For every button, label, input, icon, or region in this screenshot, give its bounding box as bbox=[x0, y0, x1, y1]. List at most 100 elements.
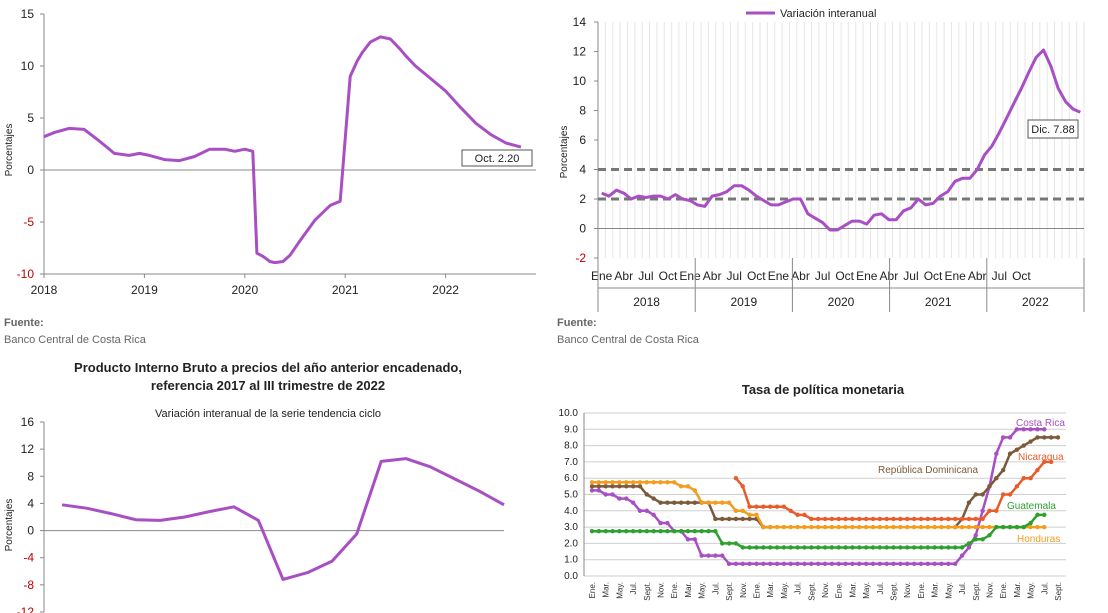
br-series-point bbox=[1035, 435, 1040, 440]
br-series-point bbox=[966, 500, 972, 505]
br-series-point bbox=[863, 516, 869, 522]
br-series-point bbox=[761, 545, 766, 550]
br-series-point bbox=[884, 545, 889, 550]
tr-month-label: Oct bbox=[747, 269, 766, 283]
br-series-point bbox=[658, 520, 663, 526]
br-x-tick-label: Mar. bbox=[684, 582, 693, 598]
br-y-tick-label: 9.0 bbox=[564, 424, 578, 435]
br-series-point bbox=[843, 524, 848, 530]
br-series-point bbox=[809, 516, 814, 522]
bl-y-tick-label: -8 bbox=[23, 578, 34, 592]
tl-y-axis-label: Porcentajes bbox=[4, 124, 15, 177]
br-series-point bbox=[966, 524, 972, 530]
br-series-point bbox=[589, 480, 595, 485]
tr-source-header: Fuente: bbox=[557, 317, 597, 329]
br-series-point bbox=[850, 545, 855, 550]
br-series-point bbox=[953, 524, 958, 530]
tr-month-label: Abr bbox=[880, 269, 899, 283]
br-series-point bbox=[726, 541, 732, 546]
br-series-point bbox=[761, 504, 766, 509]
br-series-point bbox=[720, 516, 725, 522]
br-series-point bbox=[925, 561, 930, 566]
br-series-point bbox=[911, 561, 917, 566]
br-series-point bbox=[1014, 484, 1020, 489]
br-series-point bbox=[617, 484, 622, 489]
br-series-point bbox=[630, 528, 636, 534]
br-series-point bbox=[713, 553, 718, 558]
br-x-tick-label: Sept. bbox=[972, 582, 981, 601]
br-x-tick-label: Sept. bbox=[643, 582, 652, 601]
tr-y-tick-label: 2 bbox=[579, 192, 586, 206]
br-series-point bbox=[1000, 492, 1006, 497]
tr-month-label: Oct bbox=[1012, 269, 1031, 283]
br-series-point bbox=[891, 561, 896, 566]
br-series-point bbox=[692, 528, 697, 534]
br-series-point bbox=[726, 516, 732, 522]
br-series-point bbox=[774, 561, 780, 566]
br-series-point bbox=[630, 480, 636, 485]
br-series-point bbox=[767, 504, 773, 509]
br-series-point bbox=[747, 516, 752, 522]
top-left-panel: Porcentajes Fuente: Banco Central de Cos… bbox=[4, 7, 536, 346]
br-series-point bbox=[994, 508, 999, 513]
br-series-label-costa_rica: Costa Rica bbox=[1016, 418, 1065, 429]
br-x-tick-label: Mar. bbox=[931, 582, 940, 598]
br-series-point bbox=[870, 545, 876, 550]
br-series-point bbox=[1042, 435, 1047, 440]
br-series-point bbox=[761, 561, 766, 566]
br-x-tick-label: Nov. bbox=[903, 582, 912, 598]
br-series-point bbox=[925, 516, 930, 522]
br-series-point bbox=[603, 528, 608, 534]
br-series-point bbox=[891, 524, 896, 530]
br-series-point bbox=[905, 516, 910, 522]
br-series-point bbox=[829, 545, 835, 550]
br-series-point bbox=[973, 533, 978, 538]
bl-title-line-1: Producto Interno Bruto a precios del año… bbox=[74, 360, 462, 375]
br-series-point bbox=[1028, 524, 1033, 530]
br-series-point bbox=[720, 541, 725, 546]
br-series-point bbox=[624, 496, 629, 501]
br-series-point bbox=[1021, 443, 1026, 448]
br-series-point bbox=[672, 528, 677, 534]
br-y-tick-label: 10.0 bbox=[559, 408, 579, 419]
br-series-point bbox=[610, 492, 615, 497]
br-series-point bbox=[617, 496, 622, 501]
br-series-point bbox=[761, 524, 766, 530]
br-series-point bbox=[692, 537, 697, 542]
br-series-point bbox=[1042, 427, 1047, 432]
bl-y-tick-label: -12 bbox=[17, 605, 35, 613]
br-series-point bbox=[905, 545, 910, 550]
br-series-point bbox=[767, 545, 773, 550]
br-series-point bbox=[953, 545, 958, 550]
br-series-point bbox=[925, 524, 930, 530]
br-series-point bbox=[596, 480, 602, 485]
tl-x-tick-label: 2019 bbox=[131, 283, 158, 297]
br-series-point bbox=[843, 545, 848, 550]
br-series-point bbox=[843, 561, 848, 566]
br-title: Tasa de política monetaria bbox=[742, 382, 905, 397]
br-series-point bbox=[1048, 435, 1054, 440]
br-series-point bbox=[685, 528, 691, 534]
br-series-point bbox=[870, 524, 876, 530]
br-series-point bbox=[1035, 467, 1040, 473]
br-series-point bbox=[802, 561, 807, 566]
br-x-tick-label: Ene. bbox=[752, 582, 761, 598]
br-x-tick-label: Mar. bbox=[766, 582, 775, 598]
br-y-tick-label: 4.0 bbox=[564, 506, 578, 517]
br-series-point bbox=[959, 524, 965, 530]
br-series-point bbox=[1035, 427, 1040, 432]
br-series-point bbox=[774, 504, 780, 509]
br-series-point bbox=[596, 488, 602, 493]
br-series-point bbox=[898, 516, 903, 522]
bottom-right-panel: Tasa de política monetaria 0.0 1.0 2.0 3.0 4… bbox=[559, 382, 1066, 601]
br-x-tick-label: Ene. bbox=[999, 582, 1008, 598]
br-series-point bbox=[966, 516, 972, 522]
br-series-point bbox=[747, 545, 752, 550]
br-series-point bbox=[898, 561, 903, 566]
br-x-tick-label: Sept. bbox=[1054, 582, 1063, 601]
tr-y-tick-label: 4 bbox=[579, 163, 586, 177]
br-series-point bbox=[918, 545, 924, 550]
br-series-point bbox=[678, 484, 684, 489]
br-x-tick-label: Jul. bbox=[958, 582, 967, 594]
br-series-point bbox=[911, 545, 917, 550]
